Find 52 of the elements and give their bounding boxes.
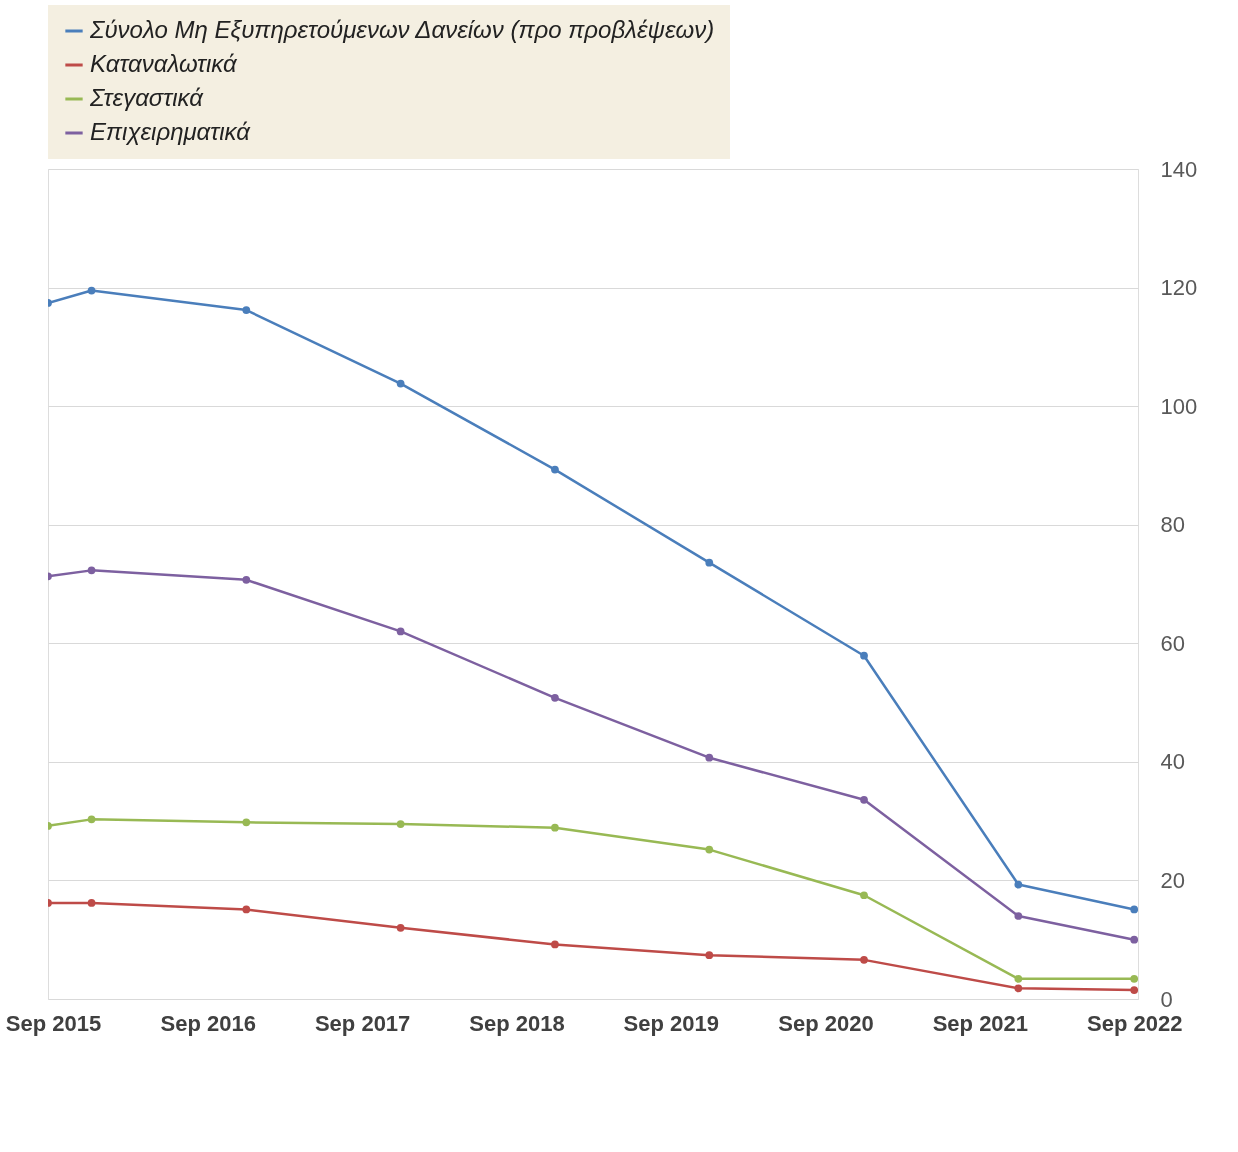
point	[705, 753, 714, 762]
point	[860, 956, 868, 964]
y-tick-label: 20	[1160, 867, 1185, 893]
x-tick-label: Sep 2017	[314, 1010, 411, 1036]
point	[1014, 880, 1023, 889]
legend-label: Επιχειρηματικά	[90, 118, 252, 145]
y-tick-label: 100	[1160, 393, 1198, 419]
x-tick-label: Sep 2021	[932, 1010, 1029, 1036]
point	[1130, 935, 1138, 944]
point	[396, 923, 405, 932]
point	[87, 566, 96, 575]
point	[551, 465, 559, 474]
point	[551, 693, 559, 702]
point	[860, 795, 868, 804]
point	[87, 286, 96, 295]
point	[1130, 986, 1138, 994]
y-tick-label: 60	[1160, 630, 1185, 656]
legend-label: Καταναλωτικά	[90, 50, 239, 77]
y-tick-label: 80	[1160, 512, 1185, 538]
point	[242, 818, 251, 827]
x-tick-label: Sep 2019	[623, 1010, 719, 1036]
point	[1130, 905, 1138, 914]
x-tick-label: Sep 2020	[778, 1010, 874, 1036]
point	[242, 575, 251, 584]
point	[396, 627, 405, 636]
y-tick-label: 0	[1160, 986, 1173, 1012]
point	[705, 845, 714, 854]
legend-label: Σύνολο Μη Εξυπηρετούμενων Δανείων (προ προβλέψεων)	[89, 16, 715, 43]
x-tick-label: Sep 2016	[160, 1010, 257, 1036]
y-tick-label: 120	[1160, 275, 1198, 301]
legend-label: Στεγαστικά	[89, 84, 205, 111]
point	[860, 891, 868, 900]
point	[1014, 912, 1023, 920]
point	[705, 951, 714, 959]
point	[551, 823, 559, 832]
point	[87, 815, 96, 824]
x-tick-label: Sep 2022	[1086, 1010, 1183, 1036]
point	[396, 379, 405, 388]
y-tick-label: 40	[1160, 749, 1185, 775]
point	[87, 899, 96, 907]
point	[1130, 974, 1138, 983]
point	[860, 651, 868, 660]
point	[1014, 984, 1023, 993]
x-tick-label: Sep 2015	[5, 1010, 102, 1036]
point	[551, 940, 559, 949]
point	[705, 558, 714, 567]
x-tick-label: Sep 2018	[469, 1010, 565, 1036]
y-tick-label: 140	[1160, 156, 1198, 182]
point	[396, 820, 405, 828]
point	[1014, 974, 1023, 983]
point	[242, 306, 251, 314]
point	[242, 905, 251, 914]
